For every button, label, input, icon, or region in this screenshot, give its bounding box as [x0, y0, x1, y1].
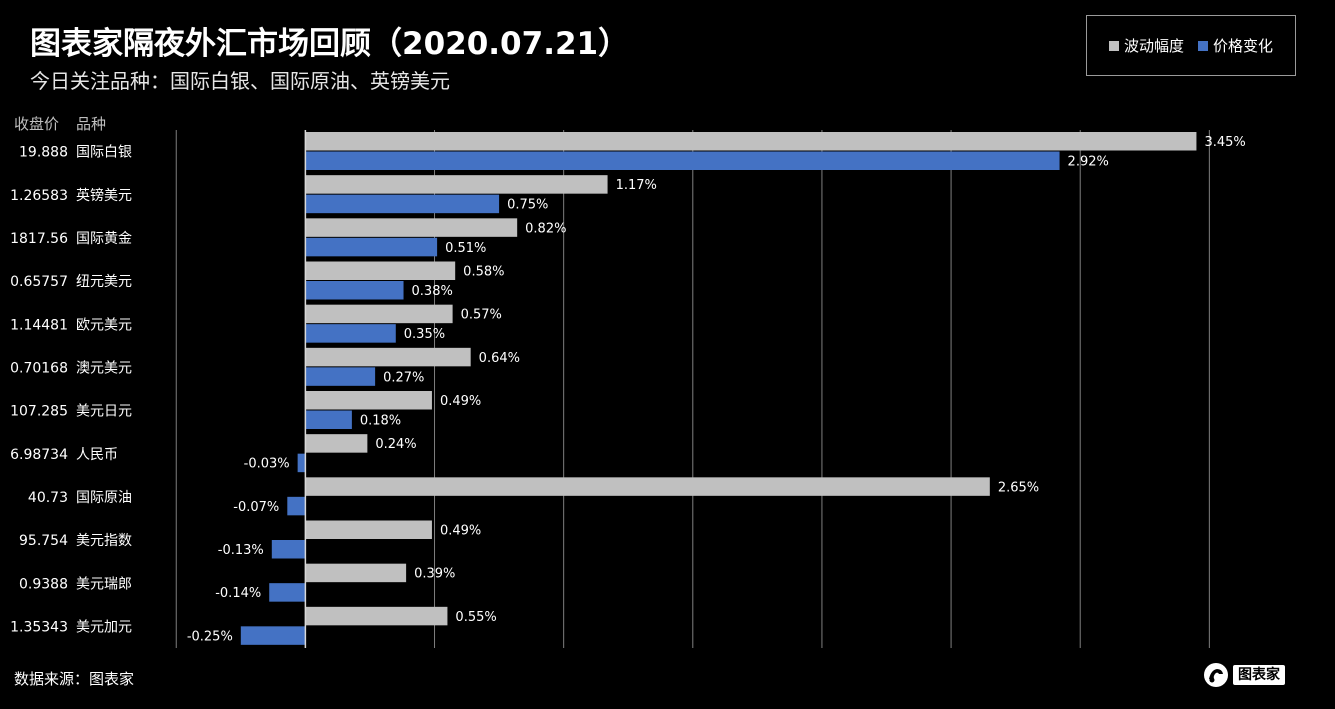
- category-label: 欧元美元: [76, 317, 132, 333]
- close-price-label: 95.754: [19, 533, 68, 549]
- data-label: 0.51%: [445, 241, 486, 256]
- bar-volatility: [305, 347, 471, 367]
- close-price-label: 1.26583: [10, 188, 68, 204]
- legend-swatch-change: [1198, 40, 1208, 51]
- close-price-label: 1.14481: [10, 317, 68, 333]
- data-label: -0.14%: [215, 586, 261, 601]
- bar-volatility: [305, 175, 608, 194]
- data-label: 2.65%: [998, 480, 1039, 495]
- bar-change: [305, 281, 404, 300]
- data-label: -0.07%: [233, 500, 279, 515]
- legend-item-volatility: 波动幅度: [1108, 35, 1184, 56]
- data-label: 0.18%: [360, 414, 401, 429]
- category-label: 纽元美元: [76, 274, 132, 290]
- legend-label-volatility: 波动幅度: [1123, 37, 1184, 55]
- close-price-label: 0.9388: [19, 576, 68, 592]
- close-price-label: 0.65757: [10, 274, 68, 290]
- bar-change: [287, 496, 306, 516]
- data-label: 1.17%: [616, 178, 657, 193]
- close-price-label: 19.888: [19, 145, 68, 161]
- bar-change: [305, 324, 396, 343]
- brand-text: 图表家: [1233, 665, 1285, 685]
- category-label: 美元加元: [76, 619, 132, 635]
- category-label: 澳元美元: [76, 360, 132, 376]
- legend-swatch-volatility: [1108, 40, 1119, 51]
- bar-change: [271, 540, 306, 559]
- bar-change: [305, 151, 1060, 170]
- data-label: 0.82%: [525, 221, 566, 236]
- column-header-price: 收盘价: [14, 115, 60, 133]
- data-label: 0.58%: [463, 265, 504, 280]
- data-label: 0.75%: [507, 198, 548, 213]
- data-label: 0.39%: [414, 567, 455, 582]
- page-title: 图表家隔夜外汇市场回顾（2020.07.21）: [30, 26, 630, 62]
- data-label: 2.92%: [1068, 155, 1109, 170]
- column-header-name: 品种: [76, 115, 107, 133]
- close-price-label: 1817.56: [10, 231, 68, 247]
- legend-label-change: 价格变化: [1213, 37, 1274, 55]
- data-label: -0.03%: [244, 457, 290, 472]
- category-label: 美元瑞郎: [76, 576, 132, 592]
- data-label: -0.13%: [218, 543, 264, 558]
- bar-volatility: [305, 391, 432, 410]
- bar-change: [305, 410, 352, 429]
- bar-volatility: [305, 606, 448, 626]
- data-label: 0.35%: [404, 327, 445, 342]
- data-label: 0.49%: [440, 394, 481, 409]
- category-label: 人民币: [76, 447, 118, 463]
- category-label: 美元日元: [76, 404, 132, 420]
- data-label: 0.57%: [461, 308, 502, 323]
- data-label: -0.25%: [187, 629, 233, 644]
- bar-change: [269, 583, 306, 602]
- page-subtitle: 今日关注品种：国际白银、国际原油、英镑美元: [30, 69, 450, 93]
- data-label: 0.27%: [383, 370, 424, 385]
- category-label: 国际白银: [76, 145, 132, 161]
- bar-change: [240, 626, 306, 645]
- data-label: 3.45%: [1204, 135, 1245, 150]
- category-label: 美元指数: [76, 533, 132, 549]
- brand-logo: 图表家: [1203, 662, 1285, 688]
- bar-volatility: [305, 132, 1197, 151]
- bar-change: [297, 453, 306, 473]
- bar-volatility: [305, 304, 453, 324]
- data-label: 0.38%: [412, 284, 453, 299]
- legend-item-change: 价格变化: [1198, 35, 1273, 56]
- bar-change: [305, 194, 500, 214]
- close-price-label: 1.35343: [10, 619, 68, 635]
- data-label: 0.55%: [455, 610, 496, 625]
- bar-change: [305, 237, 438, 257]
- bar-volatility: [305, 218, 518, 237]
- data-source: 数据来源：图表家: [14, 670, 135, 688]
- category-label: 国际黄金: [76, 230, 132, 247]
- close-price-label: 0.70168: [10, 360, 68, 376]
- close-price-label: 6.98734: [10, 447, 68, 463]
- bar-volatility: [305, 563, 407, 583]
- brand-icon: [1204, 663, 1228, 687]
- bar-volatility: [305, 261, 456, 280]
- bar-volatility: [305, 520, 432, 539]
- bar-volatility: [305, 434, 368, 453]
- category-label: 英镑美元: [76, 187, 132, 204]
- data-label: 0.49%: [440, 524, 481, 539]
- bar-volatility: [305, 477, 990, 496]
- close-price-label: 40.73: [28, 490, 68, 506]
- bar-change: [305, 367, 376, 386]
- legend: 波动幅度 价格变化: [1086, 15, 1296, 76]
- close-price-label: 107.285: [10, 404, 68, 420]
- data-label: 0.64%: [479, 351, 520, 366]
- category-label: 国际原油: [76, 490, 132, 506]
- data-label: 0.24%: [375, 437, 416, 452]
